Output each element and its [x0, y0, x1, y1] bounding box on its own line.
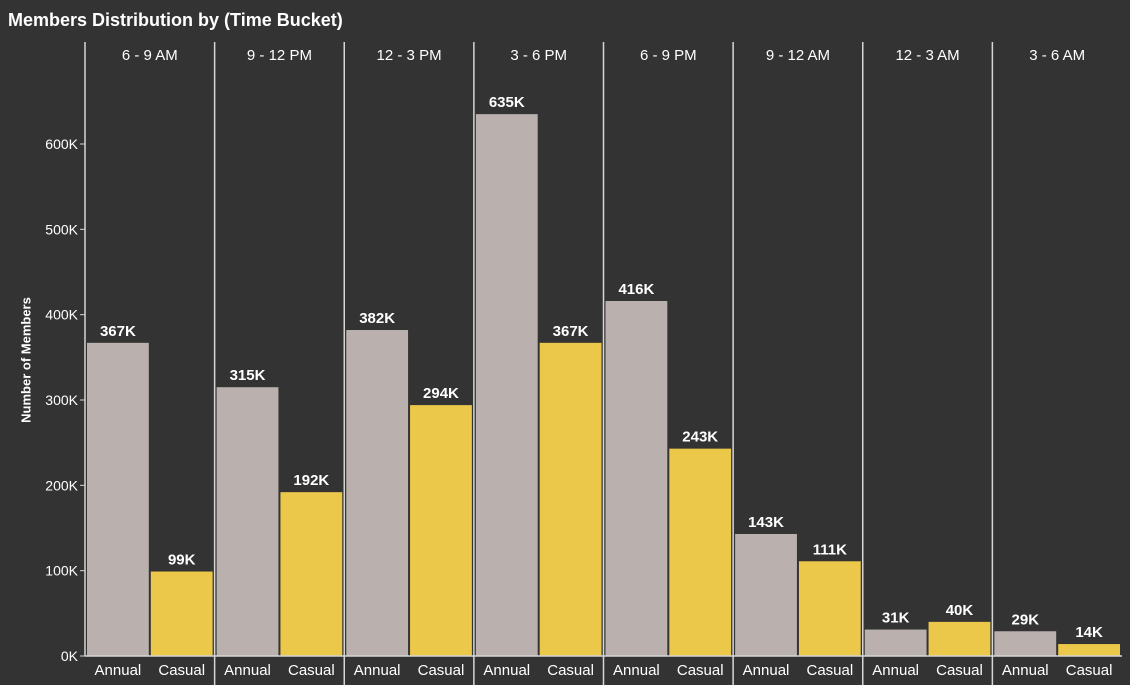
time-bucket-label: 6 - 9 AM	[122, 47, 178, 64]
time-bucket-label: 3 - 6 AM	[1029, 47, 1085, 64]
casual-bar	[798, 561, 861, 656]
member-type-label: Annual	[1002, 662, 1049, 679]
bar-value-label: 99K	[168, 552, 196, 569]
casual-bar	[539, 342, 602, 656]
member-type-label: Casual	[288, 662, 335, 679]
casual-bar	[1058, 644, 1120, 656]
y-tick-label: 500K	[45, 221, 78, 237]
bar-value-label: 143K	[748, 514, 784, 531]
bar-value-label: 31K	[882, 610, 910, 627]
member-type-label: Annual	[354, 662, 401, 679]
annual-bar	[735, 533, 797, 656]
time-bucket-label: 9 - 12 PM	[247, 47, 312, 64]
bar-value-label: 382K	[359, 310, 395, 327]
y-tick-label: 0K	[61, 648, 79, 664]
time-bucket-label: 12 - 3 PM	[377, 47, 442, 64]
casual-bar	[410, 405, 472, 656]
bar-value-label: 367K	[100, 323, 136, 340]
member-type-label: Annual	[483, 662, 530, 679]
member-type-label: Casual	[806, 662, 853, 679]
time-bucket-label: 3 - 6 PM	[510, 47, 567, 64]
y-tick-label: 600K	[45, 136, 78, 152]
member-type-label: Annual	[872, 662, 919, 679]
time-bucket-label: 6 - 9 PM	[640, 47, 697, 64]
casual-bar	[928, 621, 991, 656]
member-type-label: Annual	[224, 662, 271, 679]
member-type-label: Annual	[613, 662, 660, 679]
member-type-label: Casual	[936, 662, 983, 679]
member-type-label: Casual	[547, 662, 594, 679]
bar-value-label: 243K	[682, 429, 718, 446]
annual-bar	[605, 301, 668, 656]
casual-bar	[280, 492, 343, 656]
y-tick-label: 400K	[45, 307, 78, 323]
bar-value-label: 416K	[618, 281, 654, 298]
member-type-label: Casual	[677, 662, 724, 679]
time-bucket-label: 9 - 12 AM	[766, 47, 830, 64]
bar-value-label: 29K	[1012, 611, 1040, 628]
bar-value-label: 192K	[293, 472, 329, 489]
bar-value-label: 367K	[553, 323, 589, 340]
member-type-label: Annual	[743, 662, 790, 679]
chart-title: Members Distribution by (Time Bucket)	[8, 10, 343, 30]
y-tick-label: 100K	[45, 563, 78, 579]
annual-bar	[216, 387, 279, 656]
member-type-label: Casual	[418, 662, 465, 679]
annual-bar	[475, 114, 538, 657]
member-type-label: Annual	[95, 662, 142, 679]
bar-value-label: 14K	[1075, 624, 1103, 641]
annual-bar	[87, 342, 149, 656]
annual-bar	[346, 330, 409, 656]
member-type-label: Casual	[158, 662, 205, 679]
casual-bar	[150, 571, 213, 656]
time-bucket-label: 12 - 3 AM	[895, 47, 959, 64]
annual-bar	[864, 629, 927, 656]
bar-value-label: 315K	[230, 367, 266, 384]
bar-value-label: 40K	[946, 602, 974, 619]
member-type-label: Casual	[1066, 662, 1113, 679]
casual-bar	[669, 448, 732, 656]
bar-value-label: 111K	[813, 541, 847, 558]
annual-bar	[994, 631, 1057, 656]
bar-value-label: 294K	[423, 385, 459, 402]
y-tick-label: 200K	[45, 477, 78, 493]
bar-value-label: 635K	[489, 94, 525, 111]
y-tick-label: 300K	[45, 392, 78, 408]
